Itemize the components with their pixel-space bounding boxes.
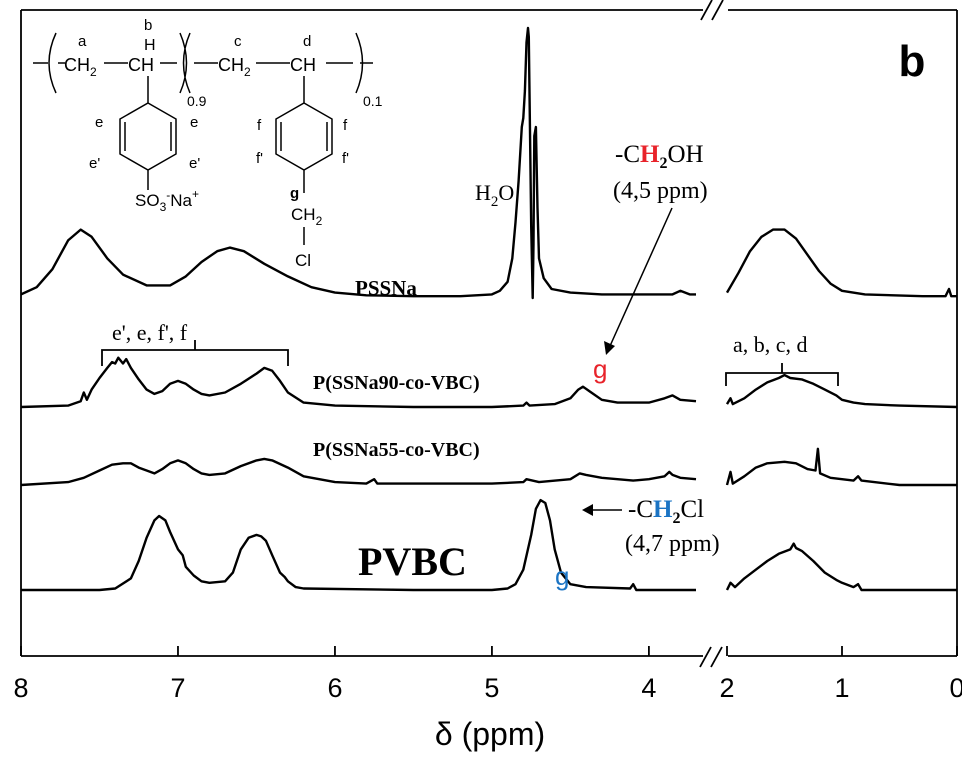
ch2-group: CH2 [291, 205, 323, 228]
panel-label: b [899, 37, 926, 86]
ch2cl-ppm: (4,7 ppm) [625, 531, 720, 557]
series-label-pssna90: P(SSNa90-co-VBC) [313, 372, 480, 394]
struct-label-b: b [144, 17, 152, 34]
chlorine-atom: Cl [295, 251, 311, 270]
x-tick-label: 0 [949, 673, 962, 703]
ring1-label-e-prime-left: e' [89, 155, 100, 172]
chemical-structure: CH2 CH CH2 CH H a b c d 0.9 0.1 e e e' e… [33, 17, 383, 270]
ch2oh-label: -CH2OH [615, 141, 704, 172]
ch2oh-arrow-line [609, 207, 673, 347]
ch2cl-arrow-head [582, 504, 593, 516]
structure-label-g: g [290, 185, 299, 202]
g-label-red: g [593, 354, 607, 384]
ch2-right: CH2 [218, 55, 251, 79]
subscript-01: 0.1 [363, 93, 383, 109]
aromatic-bracket: e', e, f', f [101, 320, 289, 366]
h-atom: H [144, 37, 156, 54]
ch2-left: CH2 [64, 55, 97, 79]
x-tick-label: 1 [834, 673, 849, 703]
trace-p-ssna90-co-vbc--seg1 [725, 373, 958, 409]
series-label-pvbc: PVBC [358, 539, 467, 584]
ring1-label-e-left: e [95, 114, 103, 131]
series-label-pssna55: P(SSNa55-co-VBC) [313, 439, 480, 461]
trace-p-ssna55-co-vbc--seg0 [20, 457, 697, 487]
water-peak-label: H2O [475, 180, 514, 210]
ring2-label-f-left: f [257, 117, 262, 134]
x-axis-label: δ (ppm) [435, 716, 545, 752]
c-atom-left: CH [128, 55, 154, 75]
struct-label-a: a [78, 33, 87, 50]
trace-pssna-seg1 [725, 228, 957, 298]
struct-label-d: d [303, 33, 311, 50]
ring2-label-f-right: f [343, 117, 348, 134]
ch2cl-label: -CH2Cl [628, 496, 704, 527]
ring2-label-f-prime-right: f' [342, 150, 349, 167]
series-label-pssna: PSSNa [355, 276, 417, 300]
x-tick-label: 6 [327, 673, 342, 703]
spectra-traces [20, 26, 958, 592]
x-tick-label: 7 [170, 673, 185, 703]
x-tick-label: 4 [641, 673, 656, 703]
ch-right: CH [290, 55, 316, 75]
subscript-09: 0.9 [187, 93, 207, 109]
aliphatic-label: a, b, c, d [733, 332, 808, 357]
x-tick-label: 8 [13, 673, 28, 703]
ring2-label-f-prime-left: f' [256, 150, 263, 167]
trace-pvbc-seg0 [21, 498, 696, 592]
trace-pssna-seg0 [20, 26, 696, 300]
aromatic-label: e', e, f', f [112, 320, 188, 345]
axis-break-bottom [699, 646, 723, 668]
x-tick-label: 2 [719, 673, 734, 703]
ring1-label-e-prime-right: e' [189, 155, 200, 172]
trace-p-ssna90-co-vbc--seg0 [20, 356, 697, 409]
axis-break-top [700, 0, 724, 21]
g-label-blue: g [555, 561, 569, 591]
ch2oh-annotation: -CH2OH (4,5 ppm) [604, 141, 708, 355]
struct-label-c: c [234, 33, 242, 50]
trace-p-ssna55-co-vbc--seg1 [725, 447, 957, 487]
aliphatic-bracket: a, b, c, d [725, 332, 839, 386]
ch2oh-arrow-head [604, 341, 615, 355]
x-tick-label: 5 [484, 673, 499, 703]
x-axis-ticks: 8 7 6 5 4 2 1 0 [13, 646, 962, 703]
sulfonate-group: SO3-Na+ [135, 187, 199, 214]
trace-pvbc-seg1 [725, 542, 957, 592]
ch2oh-ppm: (4,5 ppm) [613, 178, 708, 204]
ch2cl-annotation: -CH2Cl (4,7 ppm) [582, 496, 720, 557]
ring1-label-e-right: e [190, 114, 198, 131]
